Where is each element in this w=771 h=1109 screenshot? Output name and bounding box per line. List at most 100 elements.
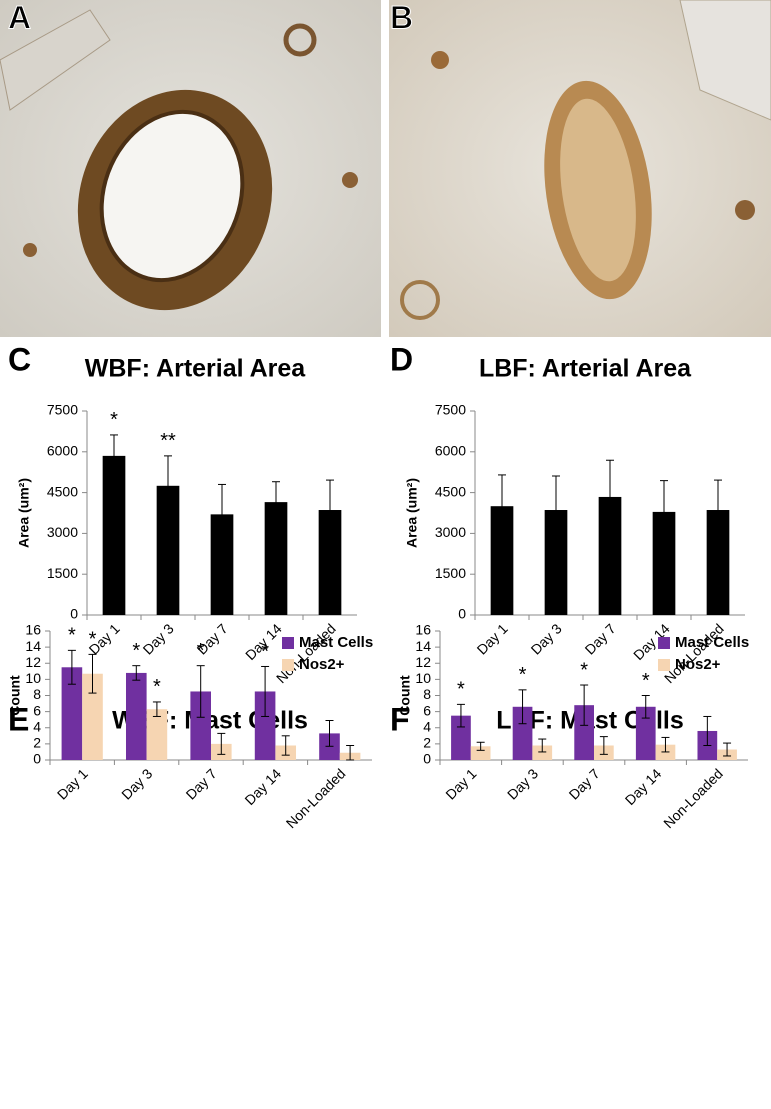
error-bar [217, 732, 226, 755]
bar [61, 667, 83, 760]
significance-mark: * [197, 640, 205, 662]
y-axis-label: Count [7, 675, 23, 716]
x-tick-label: Day 3 [140, 620, 177, 657]
y-tick-label: 10 [25, 670, 41, 686]
error-bar [218, 483, 226, 545]
y-tick-label: 2 [33, 735, 41, 751]
y-tick-label: 14 [25, 638, 41, 654]
error-bar [538, 738, 547, 753]
y-axis-label: Area (um²) [404, 478, 420, 548]
error-bar [606, 459, 614, 535]
error-bar [661, 736, 670, 753]
legend-swatch [282, 637, 294, 649]
x-tick-label: Non-Loaded [660, 765, 726, 831]
error-bar [281, 735, 290, 756]
error-bar [325, 719, 334, 747]
y-tick-label: 0 [33, 751, 41, 767]
image-a [0, 0, 381, 337]
error-bar [599, 736, 608, 755]
legend-swatch [282, 659, 294, 671]
y-tick-label: 7500 [435, 402, 466, 418]
bar [125, 672, 147, 760]
bar [82, 673, 103, 760]
error-bar [476, 741, 485, 751]
chart-title: WBF: Arterial Area [85, 355, 307, 383]
y-tick-label: 12 [415, 654, 431, 670]
y-tick-label: 12 [25, 654, 41, 670]
bar [470, 746, 491, 760]
x-tick-label: Day 3 [504, 765, 541, 802]
x-tick-label: Day 7 [566, 765, 603, 802]
y-tick-label: 4500 [435, 483, 466, 499]
x-tick-label: Day 14 [241, 765, 284, 808]
bar [156, 485, 180, 615]
y-tick-label: 7500 [47, 402, 78, 418]
legend-swatch [658, 659, 670, 671]
legend-label: Nos2+ [675, 656, 721, 673]
error-bar [641, 695, 650, 719]
y-tick-label: 8 [33, 686, 41, 702]
y-axis-label: Count [397, 675, 413, 716]
y-tick-label: 0 [423, 751, 431, 767]
y-tick-label: 4500 [47, 483, 78, 499]
image-b [389, 0, 771, 337]
x-tick-label: Day 3 [528, 620, 565, 657]
bar [635, 706, 656, 760]
error-bar [164, 455, 172, 517]
y-tick-label: 4 [33, 718, 41, 734]
x-tick-label: Day 7 [183, 765, 220, 802]
y-tick-label: 3000 [47, 524, 78, 540]
error-bar [196, 665, 205, 718]
legend-label: Mast Cells [675, 634, 749, 651]
error-bar [714, 479, 722, 541]
y-tick-label: 8 [423, 686, 431, 702]
error-bar [346, 744, 355, 761]
panel-label: C [8, 341, 31, 377]
panel-label: B [390, 0, 413, 35]
y-axis-label: Area (um²) [16, 478, 32, 548]
legend-swatch [658, 637, 670, 649]
bar [318, 510, 342, 615]
error-bar [261, 665, 270, 717]
significance-mark: * [89, 629, 97, 651]
bar [512, 706, 533, 760]
legend-label: Nos2+ [299, 656, 345, 673]
error-bar [660, 480, 668, 544]
error-bar [326, 479, 334, 541]
error-bar [110, 434, 118, 478]
x-tick-label: Day 1 [442, 765, 479, 802]
significance-mark: * [642, 670, 650, 692]
significance-mark: * [519, 664, 527, 686]
error-bar [152, 701, 161, 717]
legend-label: Mast Cells [299, 634, 373, 651]
error-bar [518, 689, 527, 725]
bar [574, 705, 594, 760]
bar [652, 511, 676, 615]
panel-label: F [390, 701, 410, 737]
y-tick-label: 3000 [435, 524, 466, 540]
bar [544, 510, 568, 615]
y-tick-label: 1500 [47, 565, 78, 581]
bar [264, 502, 288, 615]
panel-label: D [390, 341, 413, 377]
error-bar [272, 481, 280, 524]
error-bar [703, 715, 712, 746]
bar [532, 745, 553, 760]
error-bar [723, 742, 732, 757]
x-tick-label: Day 14 [622, 765, 665, 808]
x-tick-label: Day 1 [54, 765, 91, 802]
y-tick-label: 0 [458, 606, 466, 622]
y-tick-label: 16 [415, 622, 431, 638]
significance-mark: * [153, 676, 161, 698]
y-tick-label: 16 [25, 622, 41, 638]
significance-mark: * [68, 625, 76, 647]
y-tick-label: 6 [33, 702, 41, 718]
bar [490, 506, 514, 615]
y-tick-label: 6000 [435, 443, 466, 459]
y-tick-label: 6 [423, 702, 431, 718]
bar [102, 455, 126, 615]
bar [451, 715, 471, 760]
bar [210, 514, 234, 615]
panel-label: A [8, 0, 31, 35]
